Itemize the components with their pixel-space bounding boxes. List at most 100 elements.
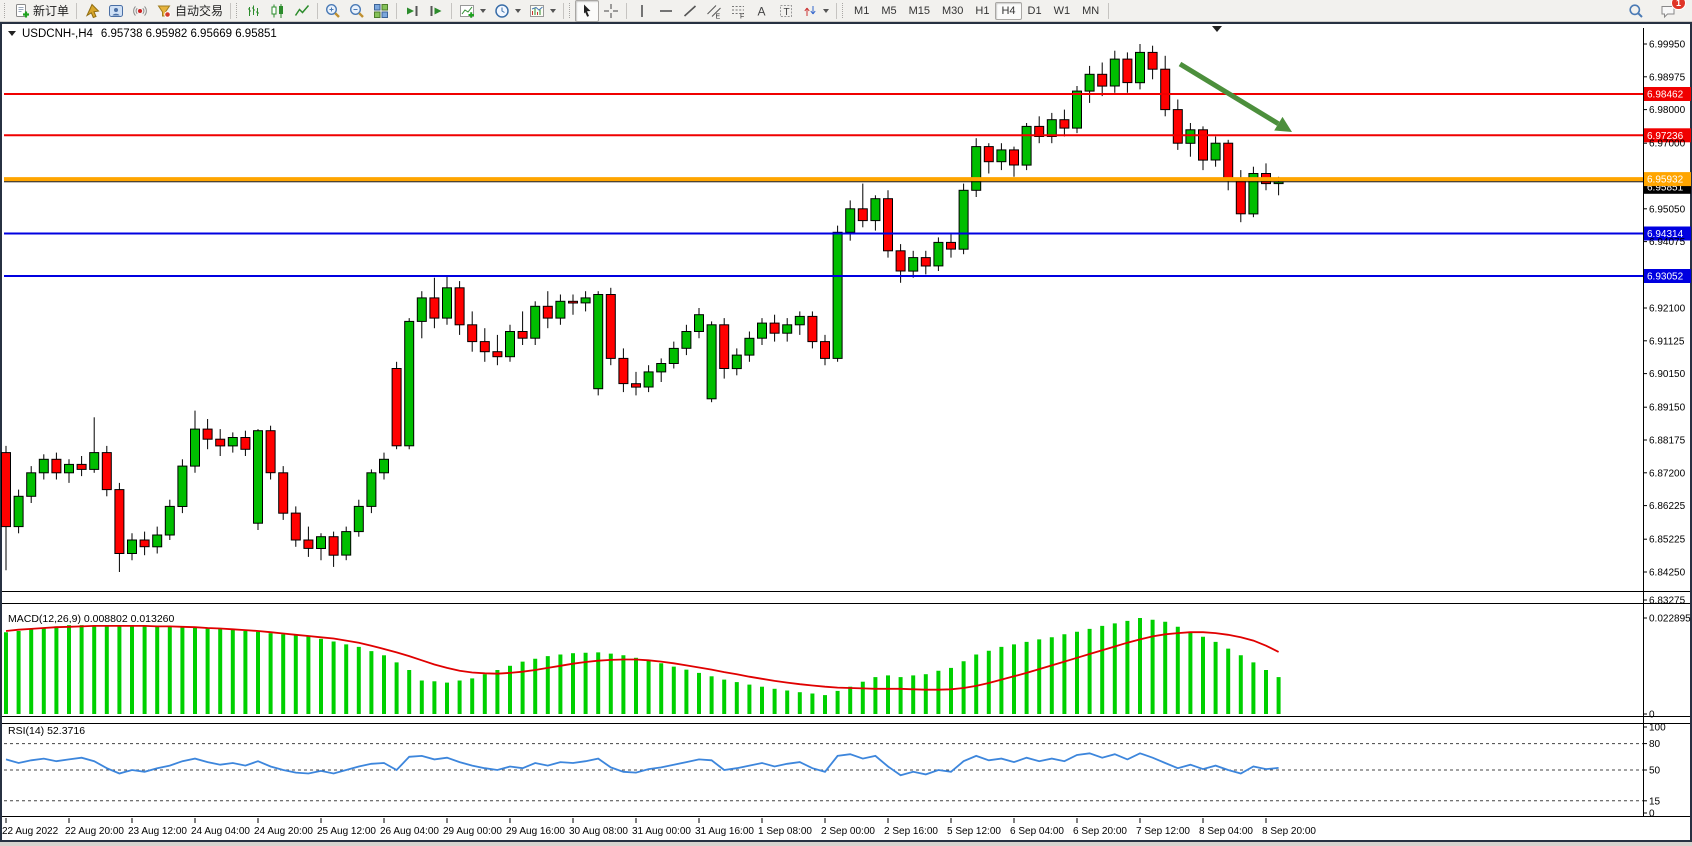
chart-plot-area[interactable] bbox=[4, 40, 1643, 612]
fibonacci-button[interactable]: F bbox=[726, 0, 750, 22]
chevron-down-icon bbox=[480, 8, 487, 13]
candle-up bbox=[933, 241, 944, 267]
price-axis-label: 6.90150 bbox=[1649, 369, 1686, 380]
candlestick-icon bbox=[270, 3, 286, 19]
timeframe-button-m15[interactable]: M15 bbox=[908, 4, 930, 17]
candle-up bbox=[404, 320, 415, 447]
candle-up bbox=[757, 322, 767, 339]
cursor-icon bbox=[579, 3, 595, 19]
date-axis-label: 31 Aug 16:00 bbox=[695, 826, 754, 837]
zoom-out-button[interactable] bbox=[345, 0, 369, 22]
trend-arrow-annotation[interactable] bbox=[1178, 61, 1280, 126]
candlestick-button[interactable] bbox=[266, 0, 290, 22]
channel-icon: E bbox=[706, 3, 722, 19]
candle-up bbox=[190, 428, 200, 467]
tile-windows-button[interactable] bbox=[369, 0, 393, 22]
templates-icon bbox=[529, 3, 545, 19]
zoom-in-icon bbox=[325, 3, 341, 19]
hline-price-label: 6.98462 bbox=[1647, 90, 1684, 101]
candle-up bbox=[341, 531, 352, 556]
macd-scale-max-label: 0.022895 bbox=[1649, 614, 1691, 625]
indicators-button[interactable] bbox=[455, 0, 490, 22]
hline-label-box bbox=[1644, 128, 1691, 143]
templates-button[interactable] bbox=[525, 0, 560, 22]
zoom-in-button[interactable] bbox=[321, 0, 345, 22]
toolbar-separator bbox=[626, 2, 628, 19]
charts-button[interactable] bbox=[80, 0, 104, 22]
price-axis-label: 6.92100 bbox=[1649, 304, 1686, 315]
horizontal-line-button[interactable] bbox=[654, 0, 678, 22]
toolbar-grip bbox=[842, 3, 846, 18]
market-watch-button[interactable] bbox=[104, 0, 128, 22]
macd-label: MACD(12,26,9) 0.008802 0.013260 bbox=[8, 613, 175, 625]
timeframe-button-h4[interactable]: H4 bbox=[995, 1, 1022, 20]
ohlc-collapse-button[interactable] bbox=[8, 31, 16, 36]
candle-down bbox=[983, 146, 994, 163]
chevron-down-icon bbox=[550, 8, 557, 13]
candle-up bbox=[366, 472, 377, 507]
rsi-scale-label: 50 bbox=[1649, 766, 1661, 777]
candle-down bbox=[303, 539, 314, 549]
text-button[interactable]: A bbox=[750, 0, 774, 22]
timeframe-button-h1[interactable]: H1 bbox=[975, 4, 990, 17]
cursor-button[interactable] bbox=[575, 0, 600, 22]
date-axis-label: 29 Aug 16:00 bbox=[506, 826, 565, 837]
timeframe-button-m1[interactable]: M1 bbox=[854, 4, 870, 17]
new-order-button[interactable]: 新订单 bbox=[10, 0, 73, 22]
price-axis-label: 6.98000 bbox=[1649, 105, 1686, 116]
timeframe-button-mn[interactable]: MN bbox=[1082, 4, 1100, 17]
periods-icon bbox=[494, 3, 510, 19]
chart-shift-marker[interactable] bbox=[1212, 26, 1222, 32]
chart-shift-button[interactable] bbox=[424, 0, 448, 22]
new-order-label: 新订单 bbox=[33, 4, 70, 18]
candle-down bbox=[240, 437, 251, 450]
date-axis-label: 24 Aug 20:00 bbox=[254, 826, 313, 837]
timeframe-button-m5[interactable]: M5 bbox=[881, 4, 897, 17]
date-axis-label: 26 Aug 04:00 bbox=[380, 826, 439, 837]
search-button[interactable] bbox=[1624, 0, 1648, 22]
candle-up bbox=[593, 294, 604, 390]
arrows-button[interactable] bbox=[798, 0, 833, 22]
rsi-scale-label: 100 bbox=[1649, 723, 1666, 734]
candle-down bbox=[1160, 68, 1171, 111]
candle-up bbox=[1185, 129, 1196, 144]
candle-down bbox=[895, 250, 906, 272]
notifications-button[interactable]: 1 bbox=[1656, 0, 1686, 22]
autoscroll-button[interactable] bbox=[400, 0, 424, 22]
candle-down bbox=[1223, 142, 1234, 181]
timeframe-button-w1[interactable]: W1 bbox=[1053, 4, 1071, 17]
candle-down bbox=[76, 463, 87, 470]
candle-down bbox=[265, 430, 276, 474]
candle-down bbox=[857, 208, 868, 222]
arrows-icon bbox=[802, 3, 818, 19]
candle-up bbox=[668, 347, 679, 364]
svg-text:F: F bbox=[740, 13, 744, 19]
price-axis-label: 6.84250 bbox=[1649, 568, 1686, 579]
timeframe-button-m30[interactable]: M30 bbox=[942, 4, 964, 17]
autotrade-button[interactable]: 自动交易 bbox=[152, 0, 227, 22]
channel-button[interactable]: E bbox=[702, 0, 726, 22]
candle-up bbox=[127, 539, 137, 554]
vertical-line-icon bbox=[634, 3, 650, 19]
candle-up bbox=[1072, 90, 1082, 129]
trend-arrow-head[interactable] bbox=[1274, 116, 1292, 132]
candle-up bbox=[1248, 173, 1259, 215]
bar-chart-button[interactable] bbox=[242, 0, 266, 22]
crosshair-button[interactable] bbox=[599, 0, 623, 22]
candle-down bbox=[1, 452, 11, 528]
price-axis-label: 6.89150 bbox=[1649, 403, 1686, 414]
macd-signal-line bbox=[5, 625, 1279, 691]
candle-down bbox=[1147, 51, 1158, 70]
line-chart-button[interactable] bbox=[290, 0, 314, 22]
periods-button[interactable] bbox=[490, 0, 525, 22]
candle-down bbox=[101, 452, 112, 491]
vertical-line-button[interactable] bbox=[630, 0, 654, 22]
trendline-button[interactable] bbox=[678, 0, 702, 22]
signals-button[interactable] bbox=[128, 0, 152, 22]
text-label-button[interactable]: T bbox=[774, 0, 798, 22]
timeframe-button-d1[interactable]: D1 bbox=[1027, 4, 1042, 17]
hline-label-box bbox=[1644, 87, 1691, 101]
candle-up bbox=[744, 337, 755, 356]
svg-text:T: T bbox=[784, 7, 790, 18]
